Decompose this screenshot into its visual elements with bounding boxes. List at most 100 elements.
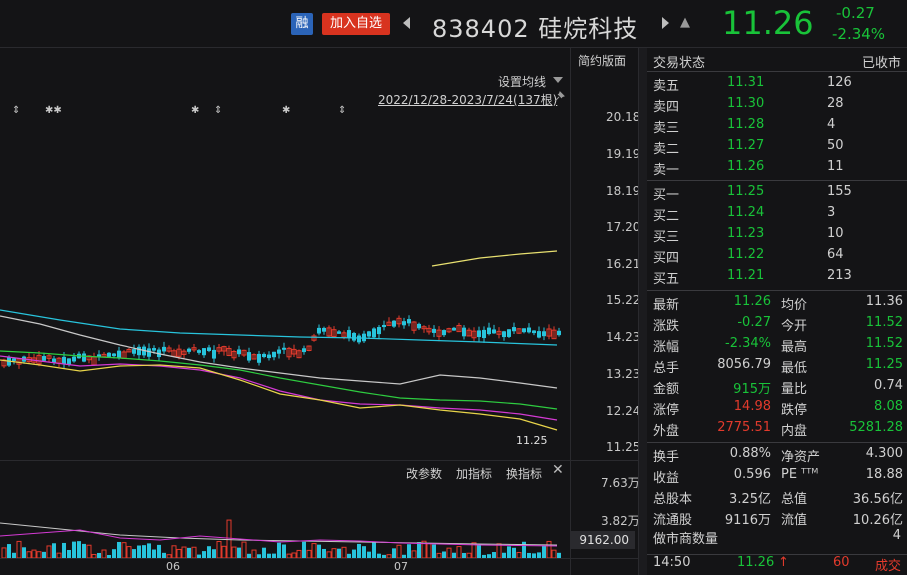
volume-bar — [142, 545, 146, 558]
order-row[interactable]: 卖一 11.26 11 — [647, 159, 907, 179]
volume-bar — [442, 551, 446, 558]
price-axis — [570, 48, 638, 575]
volume-bar — [542, 545, 546, 558]
order-price: 11.23 — [727, 226, 765, 241]
volume-bar — [216, 540, 222, 559]
order-level-label: 卖一 — [653, 163, 680, 178]
volume-bar — [417, 542, 421, 558]
kline-chart[interactable]: 11.25 ⇕ ✱✱ ✱ ⇕ ✱ ⇕ — [0, 48, 638, 575]
volume-bar — [456, 546, 462, 559]
order-row[interactable]: 买一 11.25 155 — [647, 184, 907, 204]
add-indicator-button[interactable]: 加指标 — [456, 467, 493, 481]
add-favorite-button[interactable]: 加入自选 — [322, 13, 390, 35]
close-icon[interactable]: ✕ — [552, 462, 564, 478]
volume-bar — [251, 549, 257, 559]
header-bar: 融 加入自选 838402 硅烷科技 ▲ 11.26 -0.27 -2.34% — [0, 0, 907, 48]
volume-bar — [507, 546, 511, 558]
divider — [647, 180, 907, 181]
order-price: 11.26 — [727, 159, 765, 174]
stat-value: 11.25 — [865, 357, 903, 372]
volume-bar — [12, 552, 16, 558]
stat-row: 外盘 2775.51 内盘 5281.28 — [647, 420, 907, 440]
order-row[interactable]: 卖三 11.28 4 — [647, 117, 907, 137]
vertical-scrollbar[interactable] — [638, 48, 647, 575]
order-row[interactable]: 卖五 11.31 126 — [647, 75, 907, 95]
stat-row: 换手 0.88% 净资产 4.300 — [647, 446, 907, 466]
volume-bar — [557, 552, 561, 558]
volume-bar — [551, 549, 557, 559]
stat-value: 0.74 — [874, 378, 903, 393]
volume-bar — [272, 553, 276, 558]
stat-row: 金额 915万 量比 0.74 — [647, 378, 907, 398]
order-level-label: 买四 — [653, 251, 680, 266]
order-level-label: 卖四 — [653, 100, 680, 115]
order-volume: 213 — [827, 268, 852, 283]
y-label: 19.19 — [606, 147, 641, 161]
margin-trading-badge[interactable]: 融 — [291, 13, 313, 35]
volume-bar — [212, 549, 216, 558]
y-label: 11.25 — [606, 440, 641, 454]
volume-bar — [512, 547, 516, 558]
stat-label: 流通股 — [653, 513, 693, 528]
volume-bar — [157, 544, 161, 558]
volume-bar — [432, 544, 436, 558]
volume-bar — [42, 551, 46, 558]
stat-label: 换手 — [653, 450, 680, 465]
alert-bell-icon[interactable]: ▲ — [680, 15, 690, 30]
change-params-button[interactable]: 改参数 — [406, 467, 443, 481]
stat-label: PE ᵀᵀᴹ — [781, 467, 819, 482]
volume-bar — [407, 544, 411, 558]
order-volume: 126 — [827, 75, 852, 90]
volume-bar — [452, 552, 456, 558]
divider — [647, 554, 907, 555]
order-row[interactable]: 卖二 11.27 50 — [647, 138, 907, 158]
y-label: 15.22 — [606, 293, 641, 307]
volume-bar — [386, 554, 392, 559]
next-stock-icon[interactable] — [662, 17, 669, 29]
order-row[interactable]: 卖四 11.30 28 — [647, 96, 907, 116]
volume-bar — [482, 554, 486, 558]
order-price: 11.31 — [727, 75, 765, 90]
volume-bar — [91, 553, 97, 559]
swap-indicator-button[interactable]: 换指标 — [506, 467, 543, 481]
divider — [647, 71, 907, 72]
prev-stock-icon[interactable] — [403, 17, 410, 29]
stat-label: 金额 — [653, 382, 680, 397]
order-row[interactable]: 买二 11.24 3 — [647, 205, 907, 225]
stat-row: 收益 0.596 PE ᵀᵀᴹ 18.88 — [647, 467, 907, 487]
ma-line-yellow-upper — [431, 250, 558, 267]
stat-row: 流通股 9116万 流值 10.26亿 — [647, 509, 907, 529]
date-range-link[interactable]: 2022/12/28-2023/7/24(137根) — [378, 93, 558, 107]
stat-value: 11.26 — [733, 294, 771, 309]
volume-bar — [317, 544, 321, 558]
stat-row: 最新 11.26 均价 11.36 — [647, 294, 907, 314]
time-axis — [0, 558, 638, 575]
volume-bar — [97, 552, 101, 558]
stat-row: 涨停 14.98 跌停 8.08 — [647, 399, 907, 419]
volume-bar — [77, 541, 81, 558]
order-price: 11.22 — [727, 247, 765, 262]
stat-label: 流值 — [781, 513, 808, 528]
volume-bar — [487, 554, 491, 558]
divider — [647, 442, 907, 443]
price-change: -0.27 — [836, 4, 875, 22]
volume-bar — [477, 544, 481, 558]
ma-settings-dropdown-icon[interactable] — [553, 77, 563, 85]
pin-icon[interactable] — [553, 91, 565, 103]
volume-bar — [426, 543, 432, 559]
order-row[interactable]: 买五 11.21 213 — [647, 268, 907, 288]
order-price: 11.30 — [727, 96, 765, 111]
volume-bar — [221, 545, 227, 559]
order-row[interactable]: 买四 11.22 64 — [647, 247, 907, 267]
svg-text:✱✱: ✱✱ — [45, 105, 62, 116]
trade-time: 14:50 — [653, 555, 691, 570]
vol-y-label: 3.82万 — [601, 514, 640, 528]
ma-settings-button[interactable]: 设置均线 — [498, 75, 547, 89]
order-row[interactable]: 买三 11.23 10 — [647, 226, 907, 246]
stat-value: 5281.28 — [849, 420, 903, 435]
simple-layout-button[interactable]: 简约版面 — [578, 54, 627, 68]
ma-line-green — [0, 350, 558, 410]
stat-label: 涨幅 — [653, 340, 680, 355]
volume-bar — [26, 551, 32, 559]
order-volume: 28 — [827, 96, 844, 111]
